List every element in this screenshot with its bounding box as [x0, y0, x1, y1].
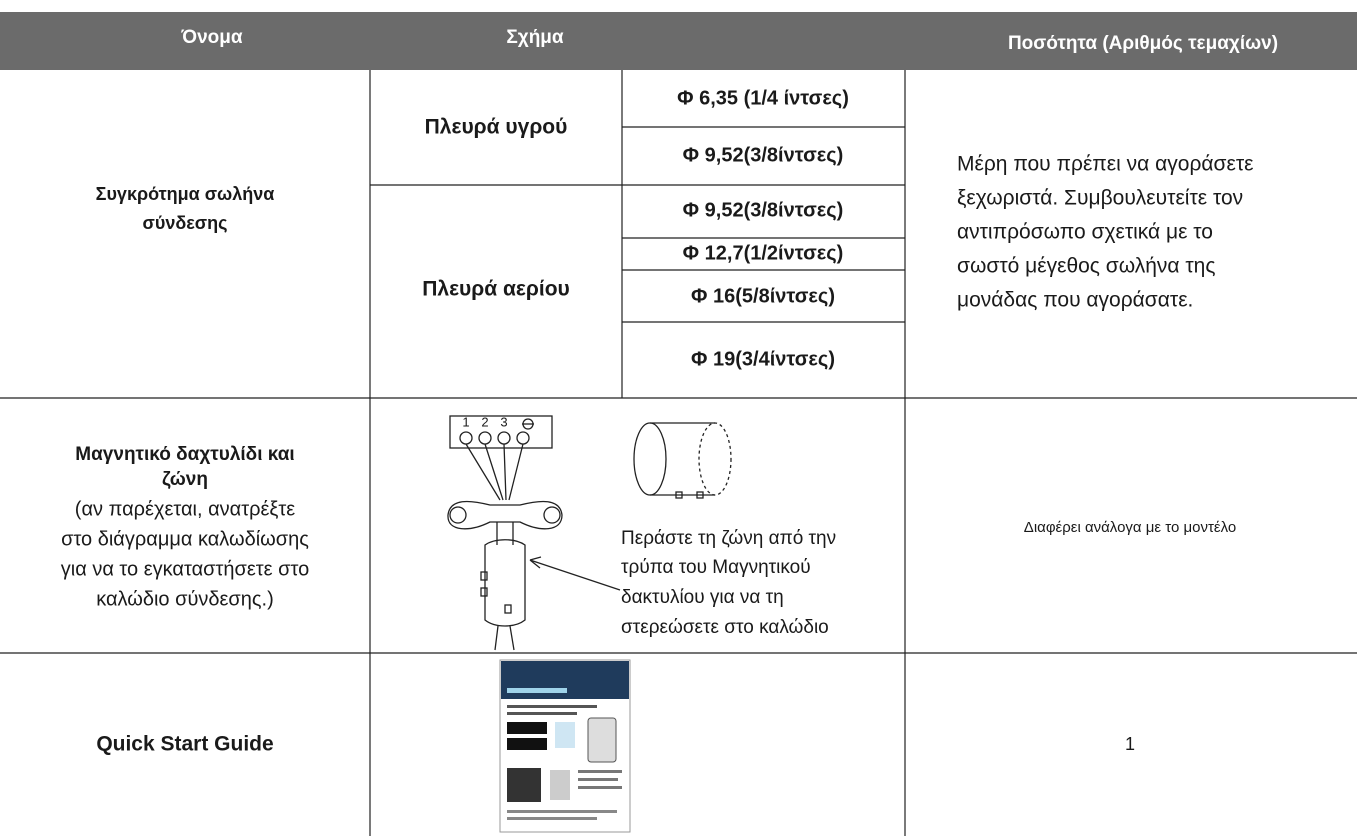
- terminal-label: 1: [462, 414, 469, 429]
- quantity-text: 1: [1125, 734, 1135, 754]
- row-name: σύνδεσης: [143, 213, 228, 233]
- header-cell: Σχήμα: [506, 27, 564, 48]
- row-name: ζώνη: [162, 469, 208, 490]
- quantity-text: σωστό μέγεθος σωλήνα της: [957, 255, 1215, 278]
- row-note: (αν παρέχεται, ανατρέξτε: [75, 498, 295, 520]
- row-name: Quick Start Guide: [96, 733, 273, 756]
- quantity-text: Διαφέρει ανάλογα με το μοντέλο: [1024, 519, 1236, 536]
- pipe-size: Φ 6,35 (1/4 ίντσες): [677, 87, 849, 109]
- row-name: Μαγνητικό δαχτυλίδι και: [75, 444, 294, 465]
- row-note: στο διάγραμμα καλωδίωσης: [61, 528, 309, 550]
- row-name: Συγκρότημα σωλήνα: [96, 184, 275, 204]
- side-label: Πλευρά αερίου: [422, 278, 570, 301]
- quantity-text: Μέρη που πρέπει να αγοράσετε: [957, 153, 1254, 176]
- header-cell: Όνομα: [180, 27, 242, 48]
- quantity-text: ξεχωριστά. Συμβουλευτείτε τον: [957, 187, 1243, 210]
- pipe-size: Φ 12,7(1/2ίντσες): [683, 242, 844, 264]
- pipe-size: Φ 9,52(3/8ίντσες): [683, 199, 844, 221]
- terminal-label: 3: [500, 414, 507, 429]
- quantity-text: αντιπρόσωπο σχετικά με το: [957, 221, 1213, 244]
- figure-caption: τρύπα του Μαγνητικού: [621, 557, 811, 578]
- header-bar: [0, 12, 1357, 70]
- pipe-size: Φ 16(5/8ίντσες): [691, 285, 835, 307]
- terminal-label: 2: [481, 414, 488, 429]
- quantity-text: μονάδας που αγοράσατε.: [957, 289, 1193, 312]
- figure-caption: Περάστε τη ζώνη από την: [621, 528, 836, 549]
- side-label: Πλευρά υγρού: [425, 116, 568, 139]
- row-note: καλώδιο σύνδεσης.): [96, 588, 274, 610]
- header-cell: Ποσότητα (Αριθμός τεμαχίων): [1008, 33, 1278, 54]
- figure-caption: στερεώσετε στο καλώδιο: [621, 617, 829, 638]
- grid: [0, 70, 1357, 836]
- pipe-size: Φ 19(3/4ίντσες): [691, 348, 835, 370]
- pipe-size: Φ 9,52(3/8ίντσες): [683, 144, 844, 166]
- ring-figure: [447, 415, 732, 651]
- guide-thumbnail: [499, 659, 631, 833]
- figure-caption: δακτυλίου για να τη: [621, 587, 784, 608]
- row-note: για να το εγκαταστήσετε στο: [61, 558, 309, 580]
